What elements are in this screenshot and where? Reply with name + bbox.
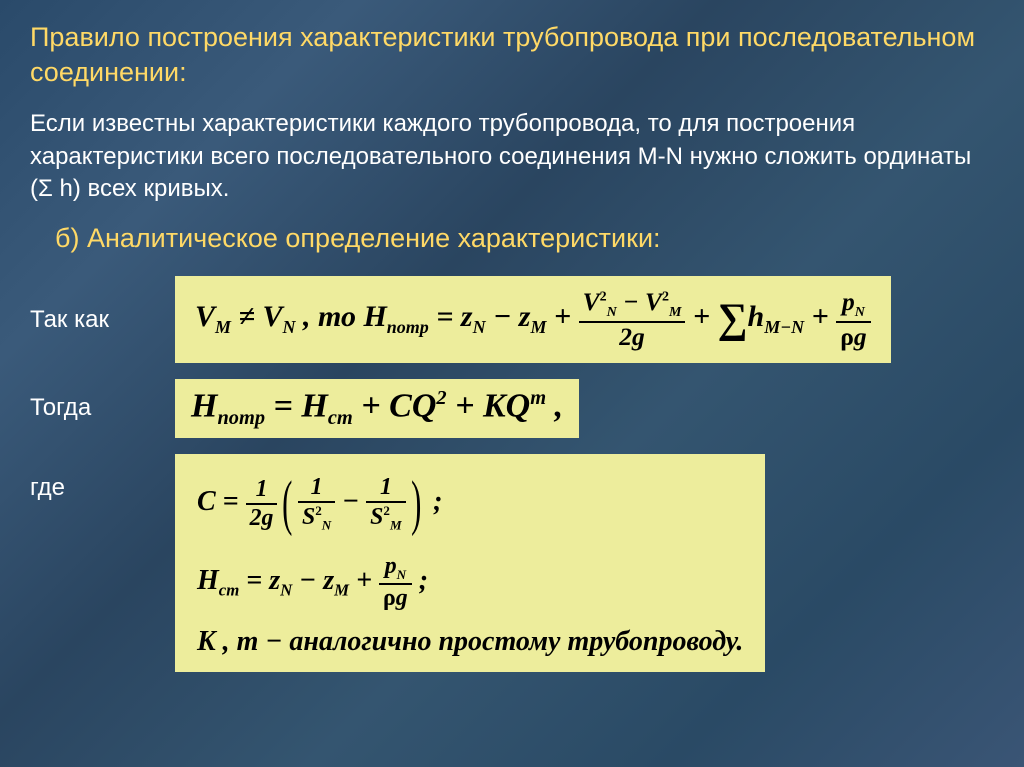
slide-description: Если известны характеристики каждого тру… <box>30 108 994 205</box>
formula-km: K , m − аналогично простому трубопроводу… <box>197 626 743 658</box>
label-so: Так как <box>30 306 175 334</box>
formula-hst: Hст = zN − zM + pNρg ; <box>197 553 743 612</box>
formula-row-2: Тогда Hпотр = Hст + CQ2 + KQm , <box>30 379 994 438</box>
formula-2: Hпотр = Hст + CQ2 + KQm , <box>175 379 579 438</box>
formula-row-3: где C = 12g(1S2N − 1S2M) ; Hст = zN − zM… <box>30 454 994 672</box>
label-where: где <box>30 454 175 502</box>
slide-title: Правило построения характеристики трубоп… <box>30 20 994 90</box>
formula-row-1: Так как VM ≠ VN , то Hпотр = zN − zM + V… <box>30 276 994 363</box>
formula-1: VM ≠ VN , то Hпотр = zN − zM + V2N − V2M… <box>175 276 891 363</box>
slide-subtitle: б) Аналитическое определение характерист… <box>55 223 994 254</box>
formula-block-lower: C = 12g(1S2N − 1S2M) ; Hст = zN − zM + p… <box>175 454 765 672</box>
formula-c: C = 12g(1S2N − 1S2M) ; <box>197 468 743 539</box>
label-then: Тогда <box>30 394 175 422</box>
